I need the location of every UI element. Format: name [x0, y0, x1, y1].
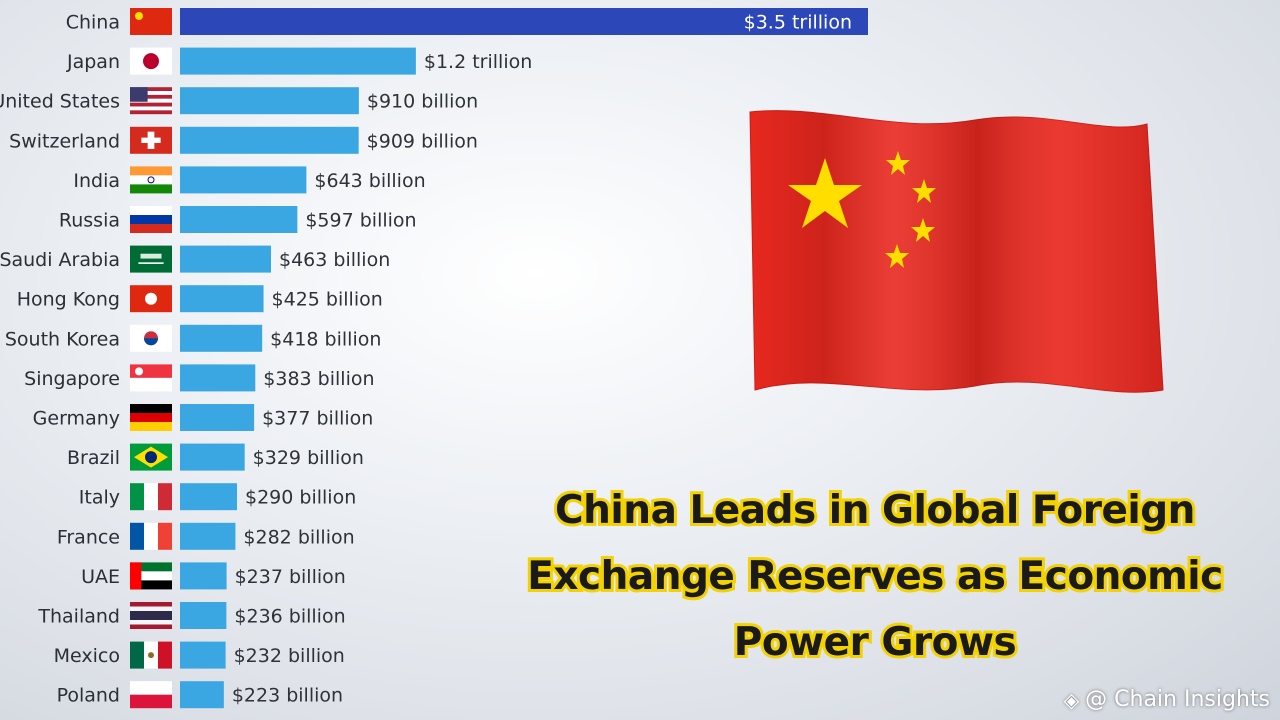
country-label: Germany	[33, 408, 120, 430]
value-label: $910 billion	[367, 91, 478, 113]
country-flag-icon	[130, 47, 172, 75]
headline: China Leads in Global Foreign Exchange R…	[524, 485, 1226, 668]
bar	[180, 126, 359, 154]
value-label: $236 billion	[234, 606, 345, 628]
value-label: $597 billion	[305, 210, 416, 232]
bar	[180, 47, 416, 75]
country-label: United States	[0, 91, 120, 113]
value-label: $377 billion	[262, 408, 373, 430]
binance-diamond-icon: ◈	[1063, 687, 1080, 712]
country-flag-icon	[130, 324, 172, 352]
bar	[180, 522, 236, 550]
country-flag-icon	[130, 641, 172, 669]
country-flag-icon	[130, 483, 172, 511]
country-flag-icon	[130, 206, 172, 233]
country-flag-icon	[130, 245, 172, 273]
country-label: Switzerland	[9, 130, 120, 152]
country-label: Singapore	[24, 368, 120, 390]
country-label: Poland	[57, 685, 120, 707]
country-flag-icon	[130, 443, 172, 471]
bar	[180, 324, 263, 352]
country-label: China	[66, 12, 120, 34]
flag-stars	[788, 151, 936, 268]
country-label: Italy	[79, 487, 120, 509]
value-label: $909 billion	[367, 130, 478, 152]
country-flag-icon	[130, 522, 172, 550]
country-label: Japan	[66, 51, 120, 73]
country-flag-icon	[130, 364, 172, 392]
value-label: $383 billion	[263, 368, 374, 390]
bar	[180, 206, 298, 233]
bar	[180, 8, 868, 35]
watermark-text: @ Chain Insights	[1085, 687, 1270, 712]
country-flag-icon	[130, 166, 172, 194]
watermark: ◈ @ Chain Insights	[1064, 687, 1270, 712]
bar	[180, 364, 256, 392]
bar	[180, 562, 227, 590]
country-flag-icon	[130, 87, 172, 115]
bar	[180, 285, 264, 313]
china-flag-image	[745, 100, 1175, 400]
value-label: $425 billion	[272, 289, 383, 311]
value-label: $329 billion	[253, 447, 364, 469]
reserves-bar-chart: China $3.5 trillion Japan $1.2 trillion Unit…	[0, 8, 868, 709]
bar	[180, 681, 224, 709]
country-label: Thailand	[37, 606, 120, 628]
country-label: France	[57, 526, 120, 548]
value-label: $232 billion	[234, 645, 345, 667]
value-label: $223 billion	[232, 685, 343, 707]
country-label: South Korea	[5, 328, 120, 350]
country-label: UAE	[81, 566, 120, 588]
country-flag-icon	[130, 126, 172, 154]
bar	[180, 641, 226, 669]
value-label: $418 billion	[270, 328, 381, 350]
value-label: $282 billion	[243, 526, 354, 548]
country-label: India	[73, 170, 120, 192]
country-label: Hong Kong	[17, 289, 120, 311]
country-label: Brazil	[67, 447, 120, 469]
country-label: Russia	[59, 210, 120, 232]
value-label: $237 billion	[235, 566, 346, 588]
country-flag-icon	[130, 8, 172, 35]
value-label: $463 billion	[279, 249, 390, 271]
country-flag-icon	[130, 285, 172, 313]
value-label: $1.2 trillion	[424, 51, 532, 73]
bar	[180, 166, 307, 194]
bar	[180, 443, 245, 471]
bar	[180, 404, 255, 431]
country-flag-icon	[130, 681, 172, 709]
country-label: Mexico	[54, 645, 120, 667]
bar	[180, 87, 359, 115]
value-label: $643 billion	[314, 170, 425, 192]
bar	[180, 245, 272, 273]
value-label: $3.5 trillion	[744, 12, 852, 34]
country-flag-icon	[130, 562, 172, 590]
bar	[180, 483, 238, 511]
country-label: Saudi Arabia	[0, 249, 120, 271]
country-flag-icon	[130, 602, 172, 629]
bar	[180, 602, 227, 629]
value-label: $290 billion	[245, 487, 356, 509]
country-flag-icon	[130, 404, 172, 431]
